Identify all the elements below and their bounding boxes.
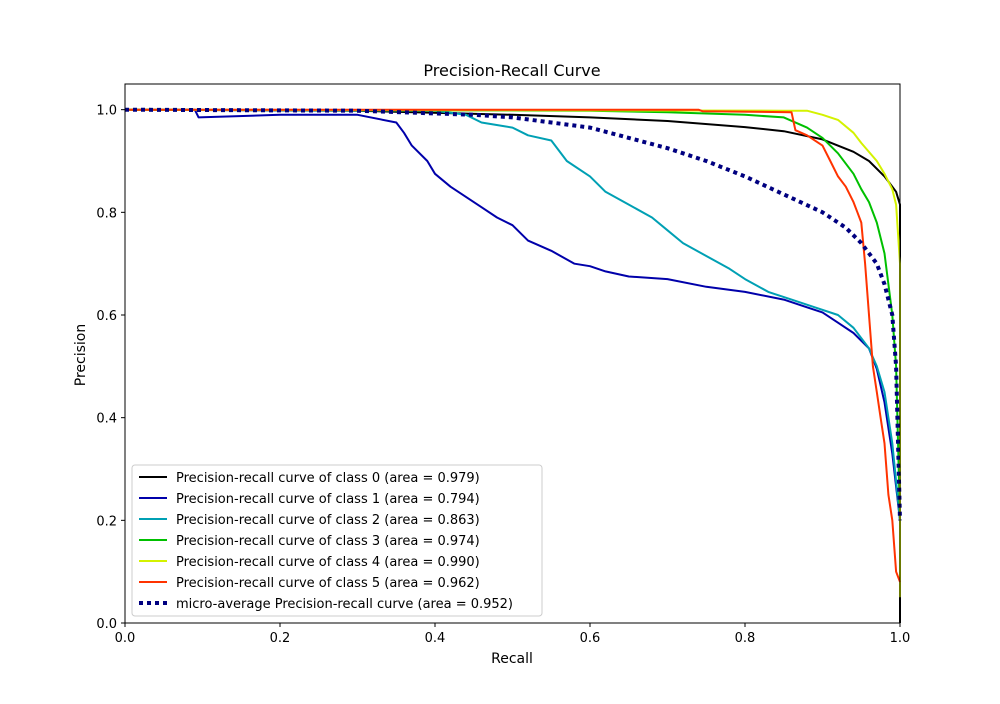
x-axis-label: Recall xyxy=(491,651,533,667)
series-line-6 xyxy=(124,107,902,521)
x-tick-label: 0.4 xyxy=(425,631,446,646)
y-axis-label: Precision xyxy=(73,324,89,386)
x-tick-label: 0.2 xyxy=(270,631,291,646)
axes-frame xyxy=(124,83,901,624)
x-tick-label: 1.0 xyxy=(890,631,911,646)
series-line-3 xyxy=(124,108,901,521)
chart-title: Precision-Recall Curve xyxy=(423,61,600,80)
legend-label-0: Precision-recall curve of class 0 (area … xyxy=(176,471,480,486)
legend: Precision-recall curve of class 0 (area … xyxy=(131,464,543,617)
plot-area xyxy=(124,107,902,623)
series-line-1 xyxy=(125,108,901,521)
series-line-5 xyxy=(125,108,901,583)
legend-box xyxy=(131,464,543,617)
legend-label-4: Precision-recall curve of class 4 (area … xyxy=(176,555,480,570)
y-tick-label: 0.6 xyxy=(96,309,117,324)
series-line-0 xyxy=(124,108,901,623)
x-tick-label: 0.6 xyxy=(580,631,601,646)
axis-ticks: 0.0 0.2 0.4 0.6 0.8 1.0 0.0 0.2 0.4 0.6 0.8 1.0 xyxy=(96,104,910,646)
y-tick-label: 1.0 xyxy=(96,104,117,119)
legend-label-1: Precision-recall curve of class 1 (area … xyxy=(176,492,480,507)
x-tick-label: 0.0 xyxy=(115,631,136,646)
legend-label-6: micro-average Precision-recall curve (ar… xyxy=(176,597,513,612)
y-tick-label: 0.8 xyxy=(96,206,117,221)
series-line-2 xyxy=(124,108,901,521)
y-tick-label: 0.4 xyxy=(96,412,117,427)
series-line-4 xyxy=(124,108,901,598)
legend-label-5: Precision-recall curve of class 5 (area … xyxy=(176,576,480,591)
y-tick-label: 0.2 xyxy=(96,514,117,529)
legend-label-2: Precision-recall curve of class 2 (area … xyxy=(176,513,480,528)
x-tick-label: 0.8 xyxy=(735,631,756,646)
legend-label-3: Precision-recall curve of class 3 (area … xyxy=(176,534,480,549)
y-tick-label: 0.0 xyxy=(96,617,117,632)
